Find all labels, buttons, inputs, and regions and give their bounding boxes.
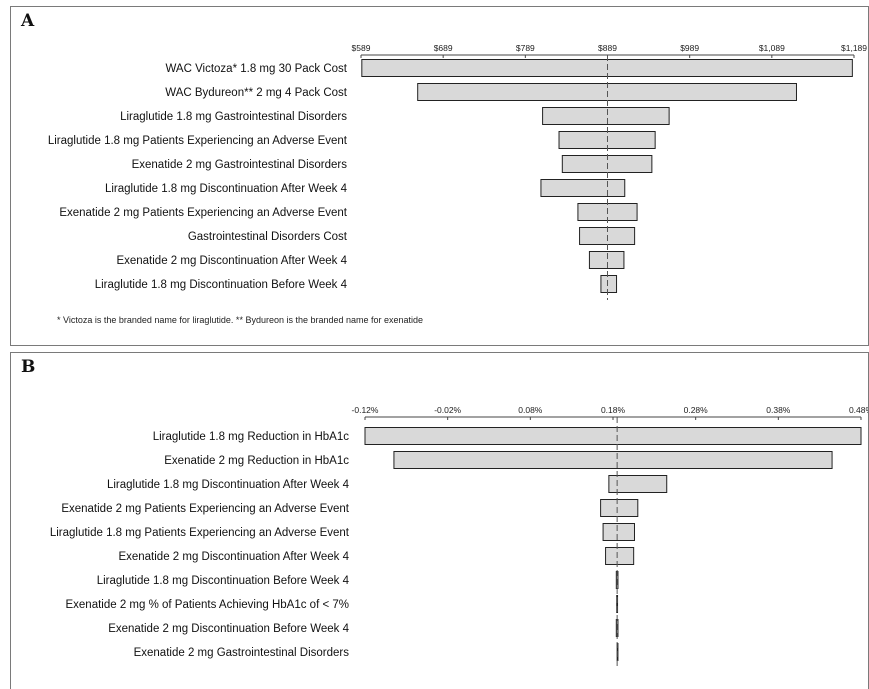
x-tick-label: 0.18% <box>601 405 626 415</box>
tornado-chart-a: $589 $689 $789 $889 $989 $1,089 $1,189 WAC Vict… <box>48 43 867 300</box>
category-label: Exenatide 2 mg Gastrointestinal Disorder… <box>132 159 348 171</box>
tornado-chart-b: -0.12% -0.02% 0.08% 0.18% 0.28% 0.38% 0.48% Lir… <box>50 405 868 668</box>
tornado-bar <box>600 275 618 293</box>
x-tick-label: $989 <box>680 43 699 53</box>
tornado-bar <box>393 451 833 469</box>
tornado-bar <box>605 547 635 565</box>
x-tick-label: -0.02% <box>434 405 461 415</box>
category-label: Liraglutide 1.8 mg Patients Experiencing… <box>48 135 348 147</box>
category-label: Liraglutide 1.8 mg Gastrointestinal Diso… <box>120 111 347 123</box>
tornado-bar <box>616 595 619 613</box>
category-label: Liraglutide 1.8 mg Discontinuation Befor… <box>97 575 350 587</box>
x-tick-label: $689 <box>434 43 453 53</box>
tornado-bar <box>364 427 862 445</box>
category-label: Liraglutide 1.8 mg Patients Experiencing… <box>50 527 350 539</box>
x-tick-label: 0.08% <box>518 405 543 415</box>
category-label: Exenatide 2 mg Discontinuation After Wee… <box>118 551 349 563</box>
x-tick-label: 0.38% <box>766 405 791 415</box>
x-tick-label: $1,089 <box>759 43 785 53</box>
category-label: Liraglutide 1.8 mg Discontinuation After… <box>105 183 348 195</box>
panel-letter-b: B <box>21 357 36 377</box>
panel-a: A $589 $689 $789 $889 $989 $1,089 $1,189 WAC Vi… <box>10 6 869 346</box>
tornado-bar <box>542 107 670 125</box>
category-label: WAC Victoza* 1.8 mg 30 Pack Cost <box>165 63 347 75</box>
x-tick-label: $589 <box>352 43 371 53</box>
panel-b: B -0.12% -0.02% 0.08% 0.18% 0.28% 0.38% 0.48% L… <box>10 352 869 689</box>
category-label: WAC Bydureon** 2 mg 4 Pack Cost <box>165 87 348 99</box>
category-label: Liraglutide 1.8 mg Reduction in HbA1c <box>153 431 350 443</box>
category-label: Liraglutide 1.8 mg Discontinuation After… <box>107 479 350 491</box>
category-label: Gastrointestinal Disorders Cost <box>188 231 348 243</box>
tornado-bar <box>608 475 668 493</box>
category-label: Exenatide 2 mg Reduction in HbA1c <box>164 455 349 467</box>
category-label: Liraglutide 1.8 mg Discontinuation Befor… <box>95 279 348 291</box>
tornado-bar <box>540 179 626 197</box>
x-tick-label: 0.48% <box>849 405 868 415</box>
x-tick-label: 0.28% <box>684 405 709 415</box>
category-label: Exenatide 2 mg Discontinuation Before We… <box>108 623 349 635</box>
tornado-bar <box>602 523 635 541</box>
footnote: * Victoza is the branded name for liragl… <box>57 315 424 325</box>
x-tick-label: $889 <box>598 43 617 53</box>
x-tick-label: $1,189 <box>841 43 867 53</box>
x-tick-label: -0.12% <box>352 405 379 415</box>
tornado-bar <box>588 251 625 269</box>
category-label: Exenatide 2 mg % of Patients Achieving H… <box>65 599 349 611</box>
category-label: Exenatide 2 mg Patients Experiencing an … <box>61 503 349 515</box>
x-tick-label: $789 <box>516 43 535 53</box>
category-label: Exenatide 2 mg Discontinuation After Wee… <box>116 255 347 267</box>
category-label: Exenatide 2 mg Gastrointestinal Disorder… <box>134 647 350 659</box>
panel-letter-a: A <box>21 11 35 31</box>
tornado-bar <box>600 499 639 517</box>
category-label: Exenatide 2 mg Patients Experiencing an … <box>59 207 347 219</box>
